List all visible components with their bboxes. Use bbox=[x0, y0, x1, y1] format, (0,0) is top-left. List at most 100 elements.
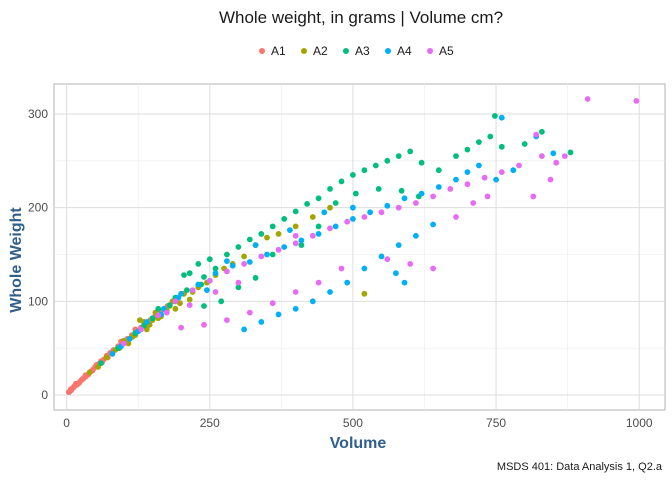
data-point bbox=[352, 190, 359, 197]
data-point bbox=[361, 290, 368, 297]
data-point bbox=[224, 268, 230, 275]
data-point bbox=[361, 167, 368, 174]
data-point bbox=[246, 309, 253, 316]
data-point bbox=[407, 261, 414, 267]
data-point bbox=[224, 251, 230, 258]
data-point bbox=[470, 200, 477, 206]
data-point bbox=[401, 195, 408, 202]
data-point bbox=[367, 209, 373, 216]
data-point bbox=[252, 275, 259, 281]
data-point bbox=[464, 181, 471, 188]
data-point bbox=[384, 157, 391, 164]
series-a4 bbox=[109, 114, 557, 357]
data-point bbox=[338, 178, 345, 185]
legend-label: A2 bbox=[313, 44, 328, 58]
data-point bbox=[533, 131, 540, 138]
x-axis-title: Volume bbox=[330, 435, 387, 452]
data-point bbox=[292, 305, 299, 312]
data-point bbox=[309, 214, 316, 220]
data-point bbox=[189, 287, 196, 293]
x-tick-label: 250 bbox=[200, 416, 220, 430]
data-point bbox=[453, 176, 459, 183]
data-point bbox=[201, 303, 207, 309]
legend-key bbox=[259, 48, 265, 54]
data-point bbox=[453, 153, 459, 160]
data-point bbox=[109, 350, 116, 357]
data-point bbox=[275, 246, 282, 253]
x-tick-label: 750 bbox=[486, 416, 506, 430]
data-point bbox=[418, 190, 425, 197]
data-point bbox=[126, 335, 133, 342]
data-point bbox=[195, 261, 202, 267]
data-point bbox=[378, 253, 385, 260]
data-point bbox=[206, 277, 213, 284]
data-point bbox=[275, 231, 282, 237]
plot-panel bbox=[53, 83, 666, 411]
data-point bbox=[76, 379, 83, 386]
data-point bbox=[172, 298, 179, 305]
data-point bbox=[539, 128, 545, 135]
legend-label: A5 bbox=[439, 44, 454, 58]
data-point bbox=[224, 317, 230, 323]
data-point bbox=[264, 234, 270, 241]
legend: A1 A2 A3 A4 A5 bbox=[259, 44, 454, 58]
data-point bbox=[453, 214, 459, 220]
x-tick-label: 500 bbox=[343, 416, 363, 430]
data-point bbox=[315, 279, 322, 286]
data-point bbox=[327, 289, 333, 295]
data-point bbox=[401, 279, 408, 286]
data-point bbox=[395, 153, 402, 160]
data-point bbox=[269, 251, 276, 258]
data-point bbox=[487, 133, 494, 140]
data-point bbox=[292, 289, 299, 295]
y-tick-label: 300 bbox=[28, 107, 48, 121]
data-point bbox=[481, 174, 488, 181]
data-point bbox=[539, 153, 545, 160]
data-point bbox=[372, 162, 379, 169]
data-point bbox=[269, 223, 276, 230]
series-a5 bbox=[121, 96, 640, 347]
data-point bbox=[430, 221, 436, 228]
data-point bbox=[121, 340, 127, 347]
data-point bbox=[395, 204, 402, 211]
data-point bbox=[553, 159, 560, 166]
data-point bbox=[332, 200, 339, 206]
data-point bbox=[315, 231, 322, 237]
data-point bbox=[398, 187, 405, 194]
legend-label: A1 bbox=[271, 44, 286, 58]
legend-key bbox=[343, 48, 349, 54]
data-point bbox=[327, 204, 333, 211]
data-point bbox=[378, 209, 385, 216]
data-point bbox=[350, 172, 356, 178]
data-point bbox=[361, 214, 368, 220]
data-point bbox=[447, 186, 454, 192]
data-point bbox=[281, 244, 288, 250]
data-point bbox=[361, 265, 368, 272]
y-tick-label: 0 bbox=[41, 388, 48, 402]
data-point bbox=[498, 169, 505, 176]
data-point bbox=[212, 270, 219, 277]
data-point bbox=[212, 265, 219, 272]
data-point bbox=[258, 231, 265, 237]
data-point bbox=[204, 287, 210, 293]
x-tick-label: 0 bbox=[63, 416, 70, 430]
data-point bbox=[338, 265, 345, 272]
x-tick-label: 1000 bbox=[626, 416, 653, 430]
data-point bbox=[172, 305, 179, 312]
data-points bbox=[66, 96, 640, 396]
data-point bbox=[633, 98, 640, 104]
legend-label: A4 bbox=[397, 44, 412, 58]
data-point bbox=[258, 253, 265, 260]
data-point bbox=[224, 258, 230, 264]
data-point bbox=[393, 270, 399, 277]
data-point bbox=[430, 265, 436, 272]
data-point bbox=[252, 242, 259, 249]
data-point bbox=[241, 261, 248, 267]
data-point bbox=[186, 296, 193, 303]
data-point bbox=[155, 305, 162, 312]
data-point bbox=[350, 216, 356, 222]
data-point bbox=[344, 279, 351, 286]
panel-border bbox=[53, 83, 666, 411]
data-point bbox=[315, 195, 322, 202]
data-point bbox=[435, 167, 442, 174]
